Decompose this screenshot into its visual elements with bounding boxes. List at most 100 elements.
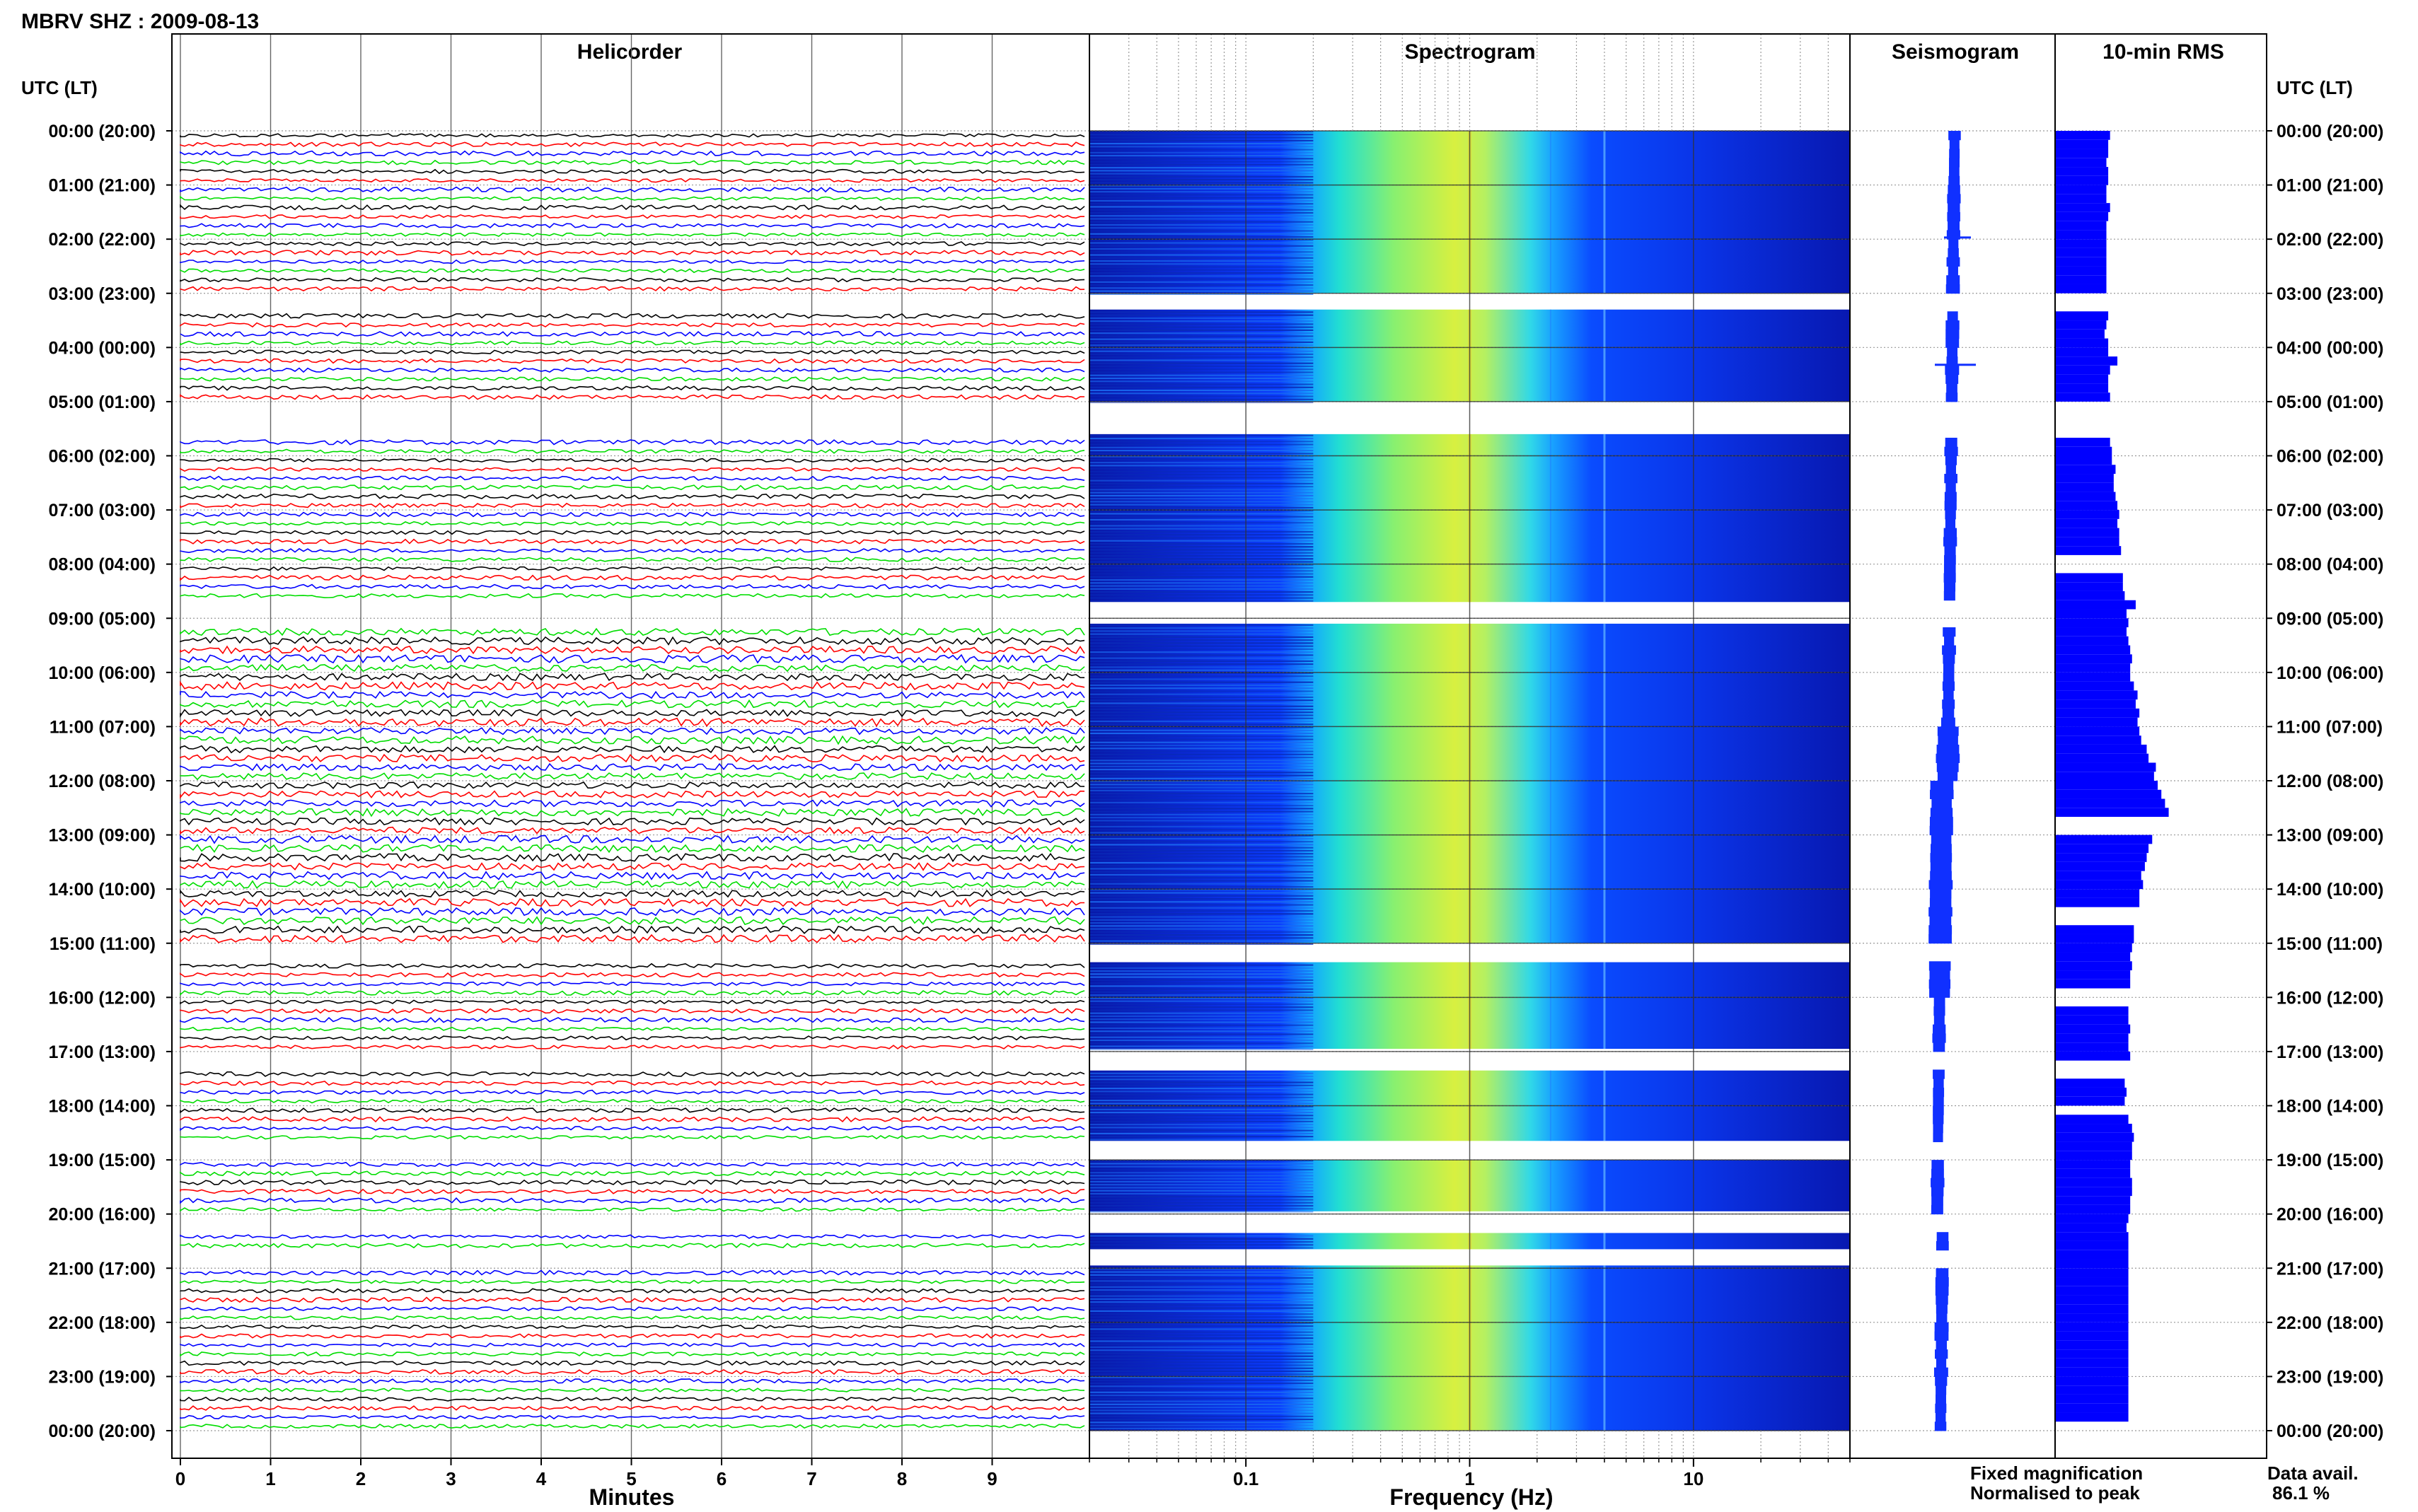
- helicorder-trace: [180, 277, 1085, 283]
- helicorder-trace: [180, 826, 1085, 834]
- rms-panel: [2055, 131, 2169, 1422]
- seismogram-envelope: [1942, 708, 1955, 719]
- seismogram-envelope: [1936, 1304, 1948, 1314]
- rms-bar: [2055, 139, 2109, 149]
- helicorder-trace: [180, 1116, 1085, 1123]
- time-label-left: 10:00 (06:00): [49, 663, 156, 683]
- seismogram-envelope: [1944, 546, 1956, 556]
- rms-bar: [2055, 772, 2154, 781]
- rms-bar: [2055, 356, 2118, 366]
- time-label-left: 09:00 (05:00): [49, 609, 156, 629]
- helicorder-trace: [180, 834, 1085, 844]
- seismogram-envelope: [1949, 139, 1960, 150]
- time-label-left: 00:00 (20:00): [49, 122, 156, 141]
- seismogram-envelope: [1930, 853, 1953, 863]
- rms-bar: [2055, 266, 2107, 276]
- seismogram-envelope: [1943, 537, 1957, 547]
- helicorder-trace: [180, 530, 1085, 535]
- seismogram-envelope: [1933, 1087, 1945, 1098]
- spectrogram-band: [1603, 623, 1606, 943]
- rms-bar: [2055, 690, 2138, 700]
- rms-bar: [2055, 1268, 2129, 1278]
- rms-bar: [2055, 672, 2131, 682]
- time-label-left: 22:00 (18:00): [49, 1313, 156, 1333]
- x-axis-ticks: 0 1 2 3 4 5 6 7 8 9 0.1 1 10: [175, 1458, 1851, 1489]
- helicorder-trace: [180, 1360, 1085, 1366]
- helicorder-trace: [180, 645, 1085, 655]
- minutes-tick-label: 5: [626, 1468, 636, 1489]
- rms-bar: [2055, 699, 2136, 709]
- seismogram-envelope: [1929, 988, 1950, 998]
- rms-bar: [2055, 1349, 2129, 1359]
- helicorder-trace: [180, 1315, 1085, 1320]
- time-label-right: 13:00 (09:00): [2277, 826, 2383, 846]
- seismogram-envelope: [1936, 1394, 1946, 1405]
- helicorder-trace: [180, 1234, 1085, 1239]
- seismogram-envelope: [1930, 861, 1952, 872]
- helicorder-trace: [180, 1026, 1085, 1032]
- seismogram-envelope: [1946, 275, 1960, 285]
- helicorder-trace: [180, 1396, 1085, 1402]
- seismogram-envelope: [1933, 1132, 1943, 1143]
- helicorder-trace: [180, 331, 1085, 337]
- rms-bar: [2055, 465, 2116, 475]
- rms-bar: [2055, 844, 2149, 854]
- seismogram-envelope: [1944, 446, 1958, 456]
- helicorder-trace: [180, 653, 1085, 664]
- minutes-tick-label: 9: [987, 1468, 997, 1489]
- seismogram-envelope: [1948, 248, 1959, 258]
- rms-bar: [2055, 1223, 2127, 1233]
- helicorder-trace: [180, 1306, 1085, 1312]
- time-label-left: 23:00 (19:00): [49, 1367, 156, 1387]
- time-label-left: 17:00 (13:00): [49, 1042, 156, 1062]
- seismogram-envelope: [1936, 1240, 1949, 1251]
- spectrogram-band: [1549, 962, 1551, 1049]
- rms-bar: [2055, 1385, 2129, 1395]
- time-label-left: 00:00 (20:00): [49, 1421, 156, 1441]
- seismogram-envelope: [1943, 627, 1956, 637]
- helicorder-trace: [180, 1107, 1085, 1114]
- helicorder-trace: [180, 1207, 1085, 1212]
- seismogram-envelope: [1945, 338, 1960, 348]
- seismogram-envelope: [1930, 789, 1954, 800]
- helicorder-trace: [180, 1008, 1085, 1014]
- rms-bar: [2055, 1232, 2129, 1241]
- time-label-left: 14:00 (10:00): [49, 880, 156, 900]
- spectrogram-band: [1549, 623, 1551, 943]
- rms-bar: [2055, 374, 2109, 384]
- rms-bar: [2055, 248, 2107, 257]
- helicorder-trace: [180, 1368, 1085, 1376]
- helicorder-trace: [180, 916, 1085, 926]
- helicorder-trace: [180, 709, 1085, 718]
- time-label-left: 02:00 (22:00): [49, 230, 156, 250]
- seismogram-envelope: [1928, 961, 1951, 971]
- rms-bar: [2055, 798, 2165, 808]
- seismogram-envelope: [1935, 1349, 1948, 1359]
- helicorder-trace: [180, 358, 1085, 364]
- spectrogram-band: [1603, 962, 1606, 1049]
- helicorder-trace: [180, 204, 1085, 211]
- seismogram-envelope: [1936, 1340, 1948, 1350]
- rms-bar: [2055, 1250, 2129, 1260]
- helicorder-trace: [180, 448, 1085, 454]
- seismogram-envelope: [1933, 1367, 1948, 1377]
- seismogram-envelope: [1944, 492, 1957, 501]
- rms-bar: [2055, 781, 2158, 790]
- rms-bar: [2055, 474, 2114, 483]
- seismogram-envelope: [1937, 726, 1959, 736]
- minutes-tick-label: 2: [356, 1468, 366, 1489]
- rms-bar: [2055, 437, 2110, 447]
- helicorder-panel: [180, 133, 1085, 1429]
- rms-bar: [2055, 446, 2112, 456]
- helicorder-trace: [180, 1269, 1085, 1276]
- seismogram-envelope: [1943, 591, 1955, 601]
- helicorder-trace: [180, 1243, 1085, 1249]
- seismogram-envelope: [1945, 374, 1959, 384]
- seismogram-envelope: [1929, 817, 1953, 827]
- helicorder-trace: [180, 340, 1085, 346]
- helicorder-trace: [180, 925, 1085, 934]
- seismogram-envelope: [1945, 392, 1958, 402]
- helicorder-trace: [180, 1288, 1085, 1293]
- time-label-right: 23:00 (19:00): [2277, 1367, 2383, 1387]
